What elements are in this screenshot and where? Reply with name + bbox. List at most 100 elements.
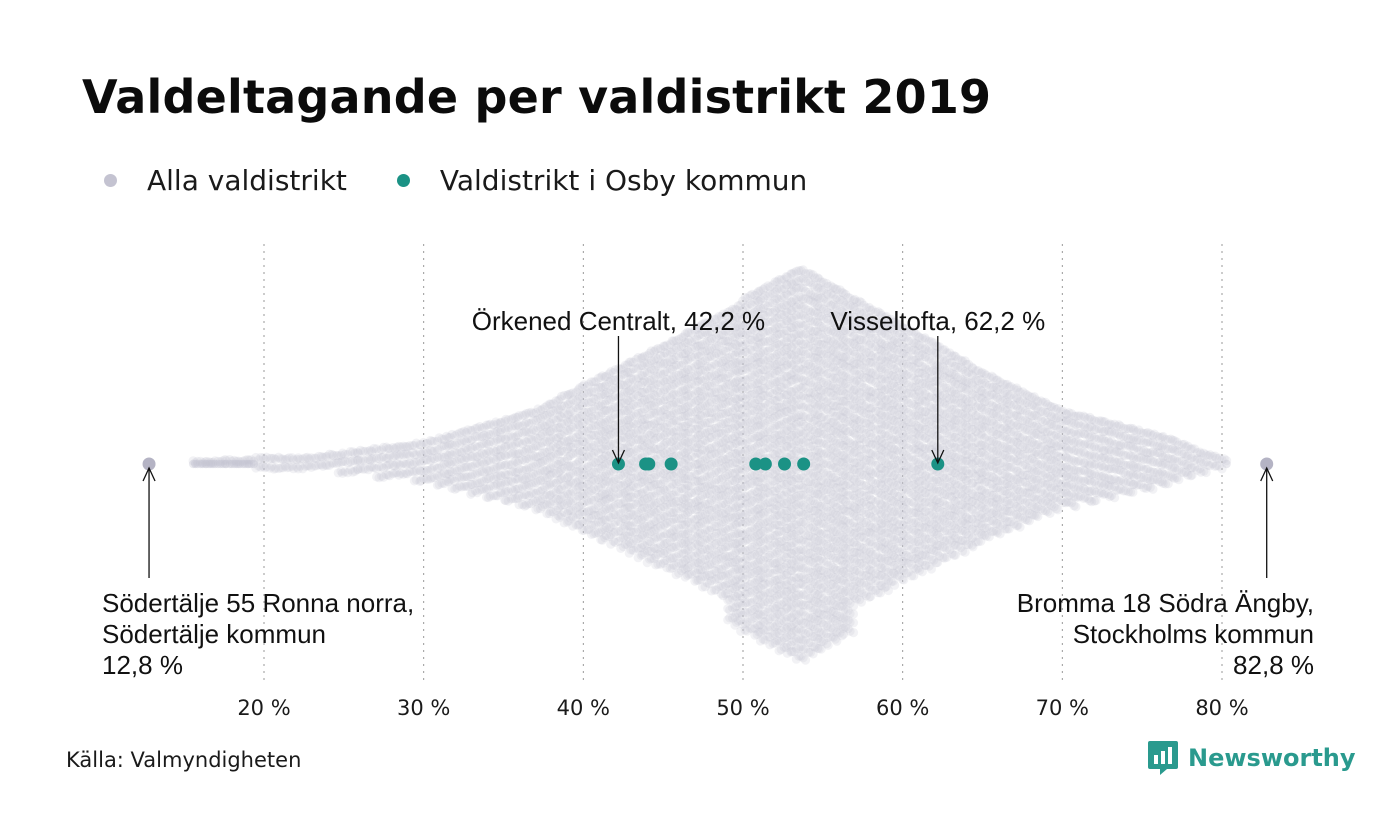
swarm-point xyxy=(496,451,506,461)
legend-label-osby: Valdistrikt i Osby kommun xyxy=(439,163,808,197)
swarm-point xyxy=(324,449,335,459)
swarm-point xyxy=(485,429,495,440)
swarm-point xyxy=(437,462,447,472)
swarm-point xyxy=(443,433,453,443)
swarm-point xyxy=(467,470,477,480)
swarm-point xyxy=(269,453,279,463)
swarm-point xyxy=(445,449,455,459)
swarm-point xyxy=(385,450,395,460)
swarm-point xyxy=(251,463,261,473)
swarm-point xyxy=(483,466,494,476)
swarm-point xyxy=(447,429,457,440)
swarm-point xyxy=(450,431,460,441)
swarm-point xyxy=(333,457,343,468)
swarm-point xyxy=(475,485,485,495)
swarm-point xyxy=(459,455,469,465)
swarm-point xyxy=(321,460,331,470)
swarm-point xyxy=(466,443,476,454)
swarm-point xyxy=(437,441,447,451)
swarm-point xyxy=(358,464,368,474)
swarm-point xyxy=(467,426,477,436)
swarm-point xyxy=(329,450,339,461)
swarm-point xyxy=(390,461,400,471)
swarm-point xyxy=(457,473,467,483)
swarm-point xyxy=(238,459,248,469)
swarm-point xyxy=(267,453,277,463)
swarm-point xyxy=(358,446,368,456)
swarm-point xyxy=(483,484,494,494)
swarm-point xyxy=(418,473,429,484)
swarm-point xyxy=(213,456,223,466)
swarm-point xyxy=(333,468,343,478)
swarm-point xyxy=(485,456,495,466)
swarm-point xyxy=(496,425,506,435)
swarm-point xyxy=(500,450,510,460)
swarm-point xyxy=(466,472,476,482)
swarm-point xyxy=(340,467,350,477)
swarm-point xyxy=(215,457,225,467)
swarm-point xyxy=(500,479,510,489)
swarm-point xyxy=(495,434,505,444)
swarm-point xyxy=(402,442,412,452)
swarm-point xyxy=(439,434,449,444)
swarm-point xyxy=(288,464,298,474)
swarm-point xyxy=(188,459,198,469)
swarm-point xyxy=(501,425,511,435)
swarm-point xyxy=(429,446,439,456)
swarm-point xyxy=(503,496,513,506)
swarm-point xyxy=(321,452,331,462)
swarm-point xyxy=(383,453,393,463)
swarm-point xyxy=(479,439,489,449)
swarm-point xyxy=(470,451,480,461)
swarm-point xyxy=(378,463,389,473)
swarm-point xyxy=(421,465,431,475)
swarm-point xyxy=(418,437,429,448)
swarm-point xyxy=(491,480,501,490)
swarm-point xyxy=(475,441,485,452)
swarm-point xyxy=(432,445,443,455)
swarm-point xyxy=(447,457,457,467)
swarm-point xyxy=(459,435,469,445)
swarm-point xyxy=(461,428,471,438)
swarm-point xyxy=(348,467,358,477)
swarm-point xyxy=(432,463,443,473)
swarm-point xyxy=(477,466,487,477)
swarm-point xyxy=(452,456,462,466)
swarm-point xyxy=(457,447,467,457)
swarm-point xyxy=(439,468,449,478)
swarm-point xyxy=(270,463,281,473)
swarm-point xyxy=(439,478,449,489)
swarm-point xyxy=(311,453,321,463)
swarm-point xyxy=(416,440,426,450)
swarm-point xyxy=(423,448,433,458)
swarm-point xyxy=(374,473,384,483)
swarm-point xyxy=(495,418,505,428)
swarm-point xyxy=(377,462,387,472)
swarm-point xyxy=(407,448,418,458)
swarm-point xyxy=(218,456,228,466)
swarm-point xyxy=(457,436,467,446)
swarm-point xyxy=(459,472,469,482)
swarm-point xyxy=(336,450,346,460)
swarm-point xyxy=(340,449,350,459)
swarm-point xyxy=(418,448,429,458)
swarm-point xyxy=(506,460,516,470)
swarm-point xyxy=(467,462,477,472)
swarm-point xyxy=(318,452,328,462)
swarm-point xyxy=(432,436,443,446)
swarm-point xyxy=(274,452,284,462)
swarm-point xyxy=(443,477,453,487)
swarm-point xyxy=(350,466,360,476)
swarm-point xyxy=(491,436,501,446)
swarm-point xyxy=(492,452,503,462)
swarm-point xyxy=(348,456,358,466)
swarm-point xyxy=(447,474,457,484)
swarm-point xyxy=(191,459,200,469)
swarm-point xyxy=(304,461,314,471)
swarm-point xyxy=(396,468,406,478)
swarm-point xyxy=(337,448,348,458)
swarm-point xyxy=(500,434,510,444)
swarm-point xyxy=(298,464,308,474)
swarm-point xyxy=(479,459,489,469)
